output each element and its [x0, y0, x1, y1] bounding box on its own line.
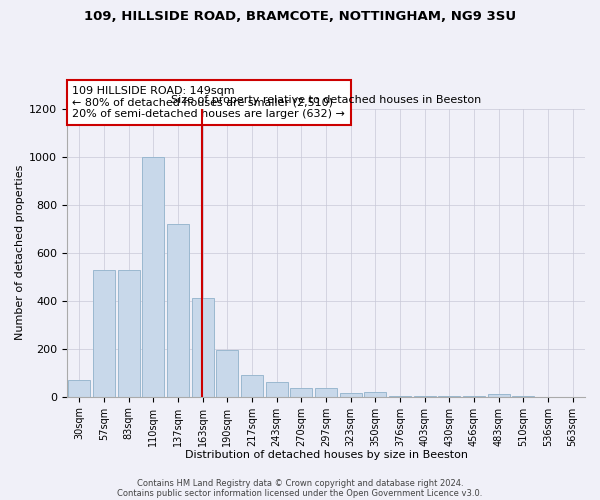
Bar: [167, 224, 189, 396]
Y-axis label: Number of detached properties: Number of detached properties: [15, 165, 25, 340]
Bar: [266, 382, 288, 396]
Bar: [118, 270, 140, 396]
Bar: [340, 393, 362, 396]
Text: 109, HILLSIDE ROAD, BRAMCOTE, NOTTINGHAM, NG9 3SU: 109, HILLSIDE ROAD, BRAMCOTE, NOTTINGHAM…: [84, 10, 516, 23]
X-axis label: Distribution of detached houses by size in Beeston: Distribution of detached houses by size …: [185, 450, 467, 460]
Bar: [191, 298, 214, 396]
Bar: [216, 350, 238, 397]
Bar: [364, 392, 386, 396]
Bar: [488, 394, 510, 396]
Bar: [315, 388, 337, 396]
Title: Size of property relative to detached houses in Beeston: Size of property relative to detached ho…: [171, 95, 481, 105]
Text: Contains HM Land Registry data © Crown copyright and database right 2024.: Contains HM Land Registry data © Crown c…: [137, 478, 463, 488]
Bar: [142, 157, 164, 396]
Text: Contains public sector information licensed under the Open Government Licence v3: Contains public sector information licen…: [118, 488, 482, 498]
Bar: [68, 380, 91, 396]
Text: 109 HILLSIDE ROAD: 149sqm
← 80% of detached houses are smaller (2,510)
20% of se: 109 HILLSIDE ROAD: 149sqm ← 80% of detac…: [72, 86, 345, 119]
Bar: [290, 388, 313, 396]
Bar: [241, 375, 263, 396]
Bar: [93, 270, 115, 396]
